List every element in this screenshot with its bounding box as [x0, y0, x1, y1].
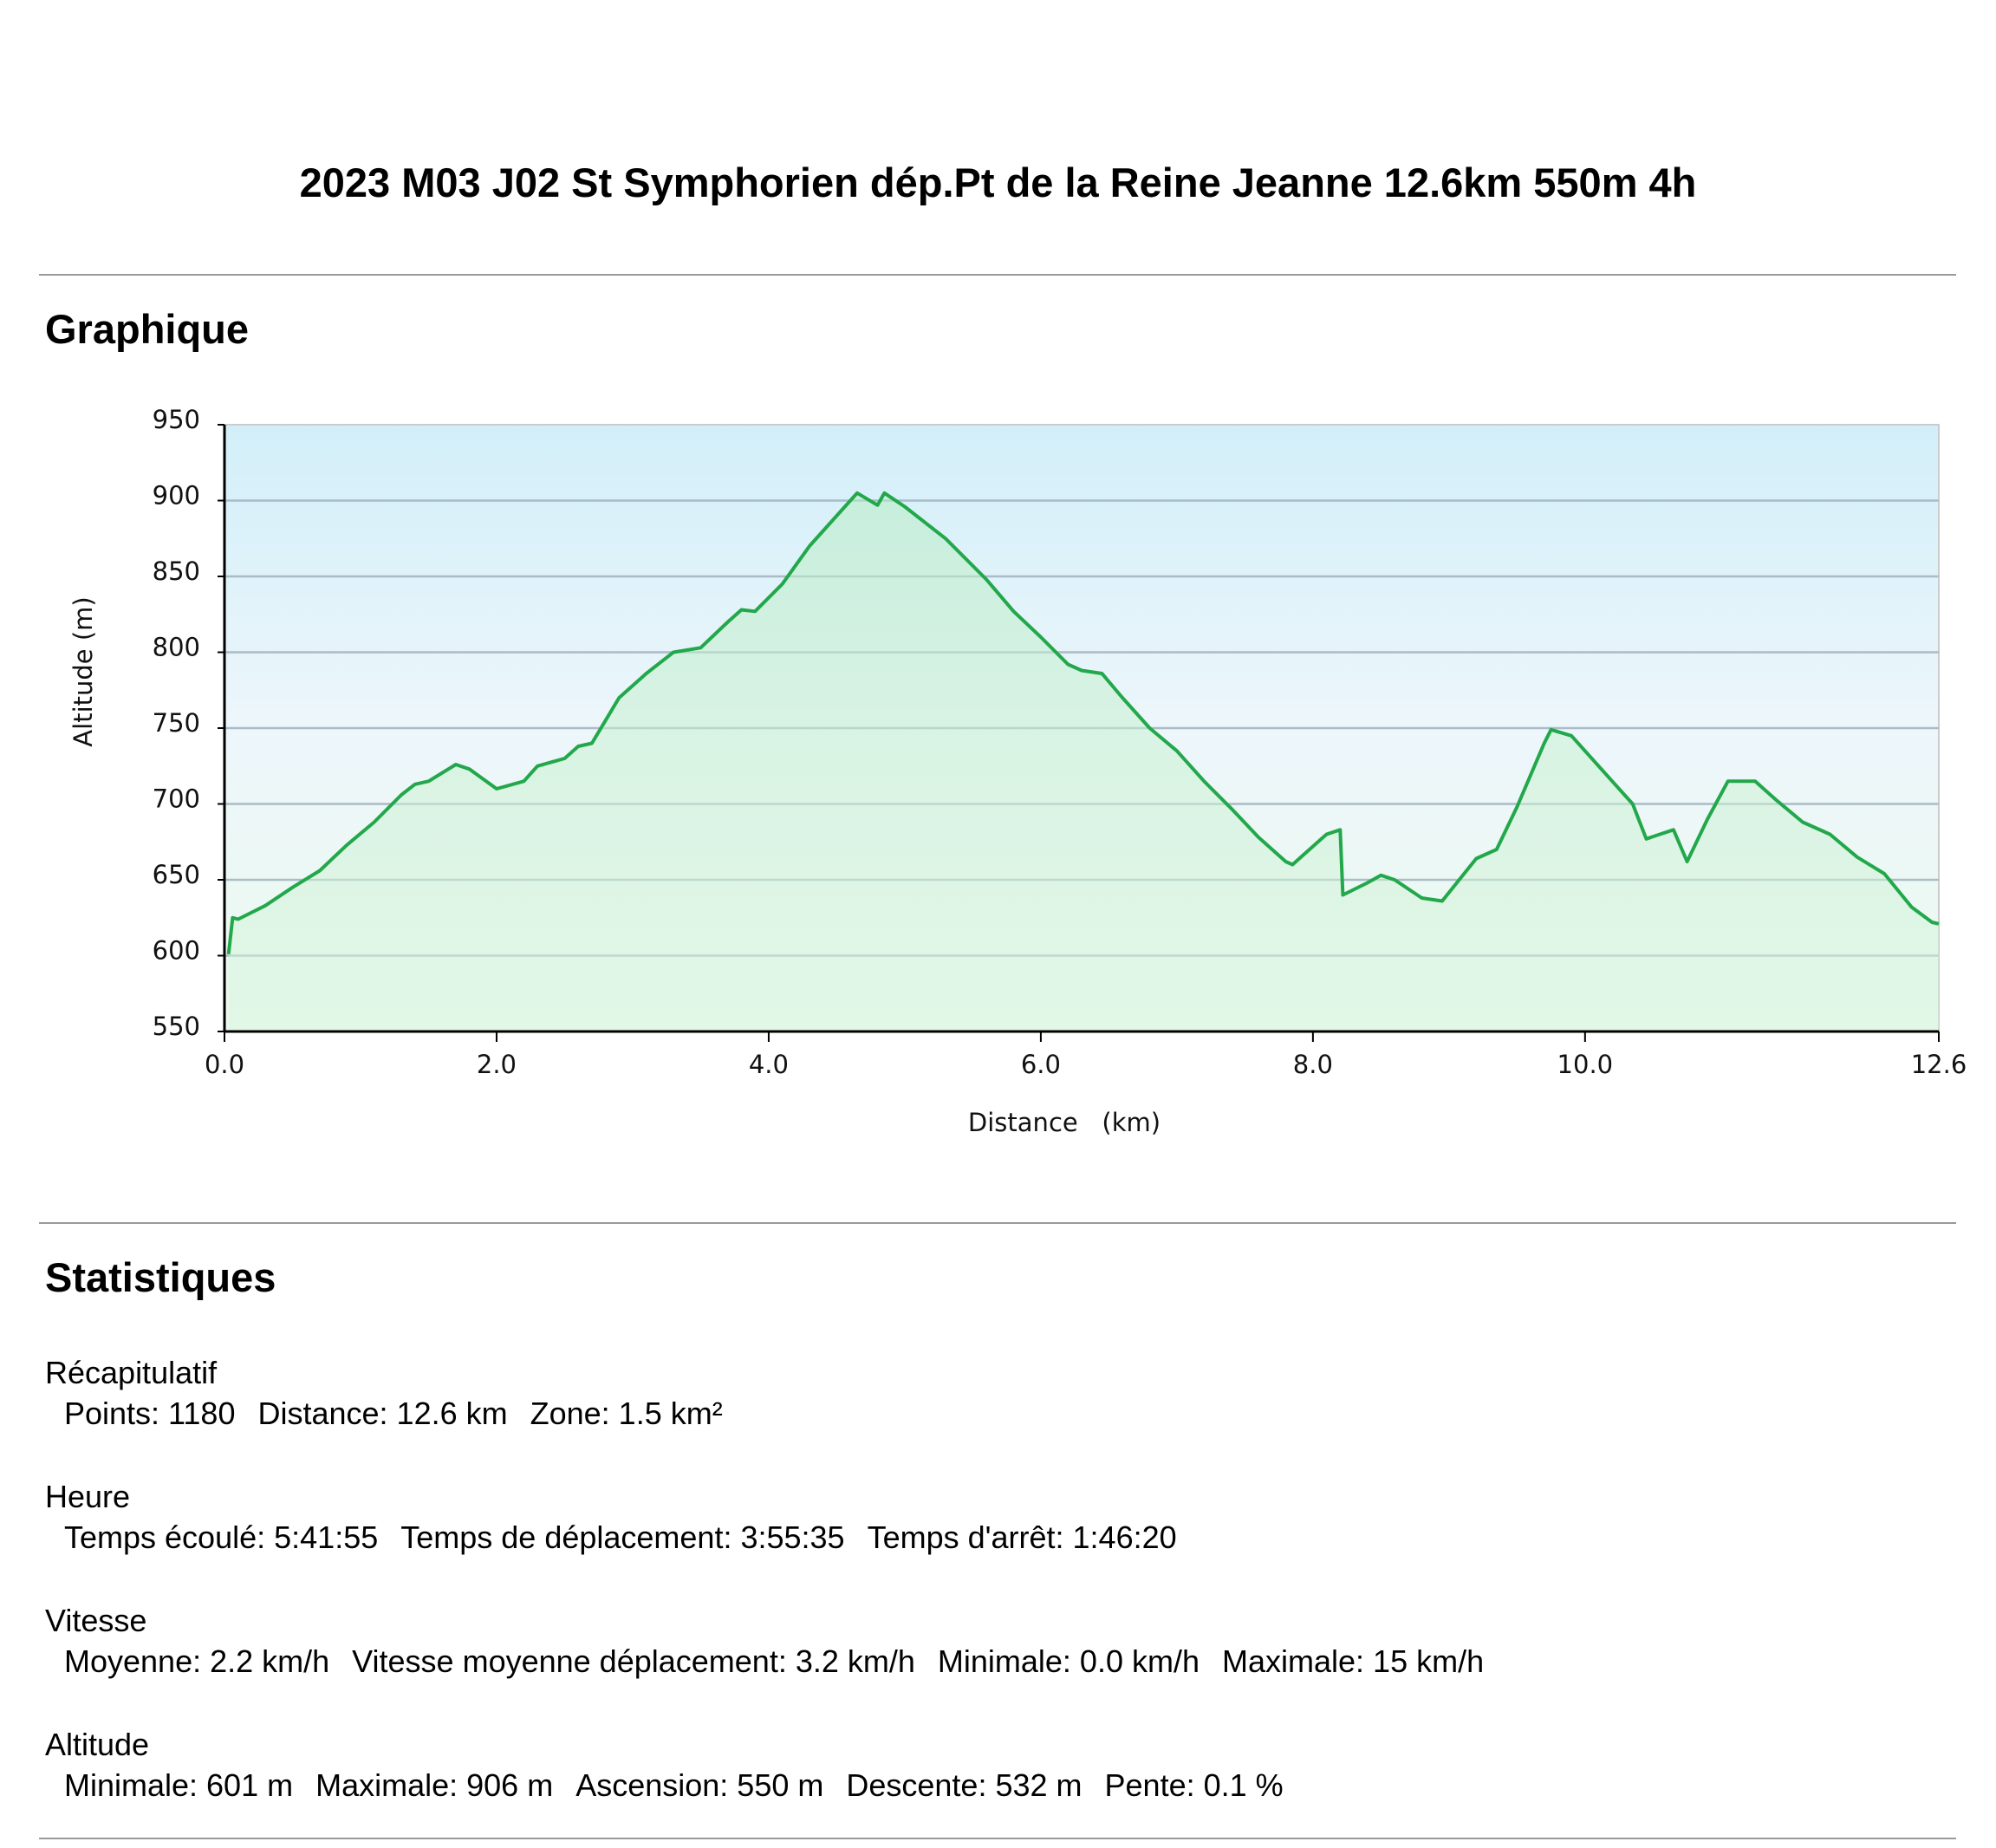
stat-group-label: Altitude	[45, 1727, 150, 1762]
stat-item: Vitesse moyenne déplacement: 3.2 km/h	[352, 1643, 915, 1679]
stat-group-label: Vitesse	[45, 1603, 147, 1638]
stat-item: Moyenne: 2.2 km/h	[64, 1643, 330, 1679]
y-tick-label: 850	[153, 556, 200, 586]
stat-item: Temps écoulé: 5:41:55	[64, 1519, 379, 1555]
stat-item: Maximale: 906 m	[315, 1767, 554, 1803]
stat-items: Moyenne: 2.2 km/h Vitesse moyenne déplace…	[45, 1641, 1506, 1684]
stat-group-label: Heure	[45, 1479, 131, 1514]
stat-item: Points: 1180	[64, 1396, 236, 1431]
stat-items: Points: 1180 Distance: 12.6 km Zone: 1.5 k…	[45, 1393, 1506, 1436]
y-axis-label: Altitude (m)	[68, 596, 98, 746]
section-heading: Statistiques	[45, 1254, 276, 1300]
stat-item: Temps de déplacement: 3:55:35	[400, 1519, 845, 1555]
stat-item: Maximale: 15 km/h	[1222, 1643, 1485, 1679]
x-tick-label: 10.0	[1557, 1050, 1614, 1079]
stat-group-label: Récapitulatif	[45, 1355, 218, 1390]
separator	[39, 1838, 1956, 1839]
x-tick-label: 6.0	[1021, 1050, 1061, 1079]
y-tick-label: 700	[153, 784, 200, 814]
stat-item: Distance: 12.6 km	[257, 1396, 508, 1431]
section-heading: Graphique	[45, 306, 250, 352]
y-tick-label: 950	[153, 405, 200, 434]
stat-item: Minimale: 0.0 km/h	[937, 1643, 1200, 1679]
stat-item: Minimale: 601 m	[64, 1767, 294, 1803]
y-tick-label: 800	[153, 633, 200, 662]
elevation-line	[226, 491, 1940, 955]
x-tick-label: 2.0	[477, 1050, 517, 1079]
x-tick-label: 8.0	[1293, 1050, 1333, 1079]
stat-items: Minimale: 601 m Maximale: 906 m Ascension:…	[45, 1765, 1506, 1808]
separator	[39, 274, 1956, 276]
area-fill	[228, 492, 1940, 1031]
y-tick-label: 900	[153, 481, 200, 511]
x-tick-label: 0.0	[205, 1050, 244, 1079]
y-tick-label: 750	[153, 708, 200, 738]
stat-item: Descente: 532 m	[846, 1767, 1083, 1803]
stat-item: Temps d'arrêt: 1:46:20	[867, 1519, 1177, 1555]
y-tick-label: 550	[153, 1012, 200, 1041]
y-tick-label: 650	[153, 860, 200, 889]
x-tick-label: 4.0	[749, 1050, 789, 1079]
elevation-chart: 550 600 650 700 750 800 850 900 950 0.0 2.0 4.0 6.0 8…	[68, 405, 1967, 1137]
y-tick-label: 600	[153, 936, 200, 966]
stat-item: Zone: 1.5 km²	[530, 1396, 723, 1431]
separator	[39, 1222, 1956, 1224]
statistics: Récapitulatif Points: 1180 Distance: 12.6 …	[45, 1352, 1506, 1848]
stat-item: Ascension: 550 m	[575, 1767, 824, 1803]
x-tick-label: 12.6	[1911, 1050, 1967, 1079]
stat-item: Pente: 0.1 %	[1104, 1767, 1284, 1803]
x-axis-label: Distance (km)	[968, 1108, 1161, 1137]
page-title: 2023 M03 J02 St Symphorien dép.Pt de la …	[299, 159, 1697, 205]
stat-items: Temps écoulé: 5:41:55 Temps de déplacemen…	[45, 1517, 1506, 1560]
